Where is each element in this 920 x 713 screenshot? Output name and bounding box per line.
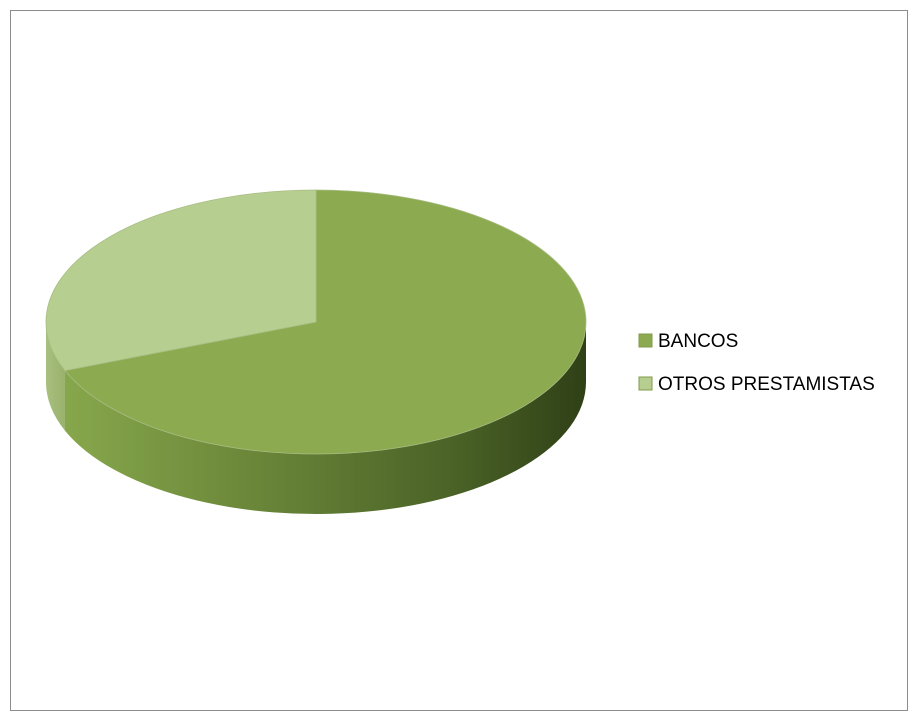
pie-slice-0 xyxy=(64,189,587,455)
legend-swatch-0 xyxy=(638,333,653,348)
legend-label-0: BANCOS xyxy=(658,331,738,352)
pie-slice-1 xyxy=(45,189,317,372)
pie-slice-side-0 xyxy=(64,322,587,514)
legend-label-1: OTROS PRESTAMISTAS xyxy=(658,374,875,395)
pie-slice-side-1 xyxy=(46,322,65,431)
legend-swatch-1 xyxy=(638,376,653,391)
